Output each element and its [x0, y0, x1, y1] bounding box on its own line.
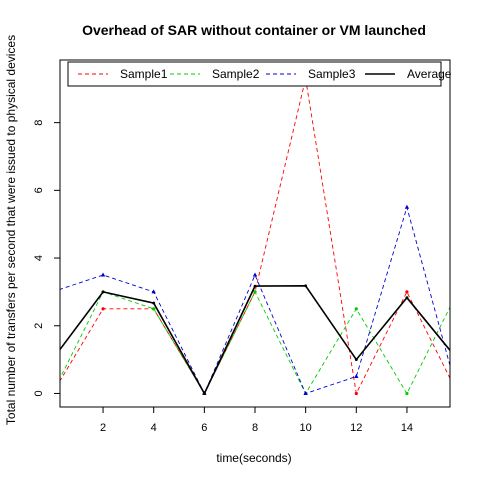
- series-line-sample1: [60, 78, 450, 395]
- plot-frame: [59, 59, 451, 408]
- x-tick-label: 14: [401, 422, 413, 434]
- data-point-sample2: [152, 307, 156, 311]
- data-point-average: [101, 290, 105, 294]
- x-tick-label: 4: [151, 422, 157, 434]
- y-tick-label: 4: [33, 255, 45, 261]
- series-line-sample3: [60, 205, 450, 395]
- data-point-sample3: [100, 272, 106, 277]
- data-point-sample1: [101, 307, 105, 311]
- data-point-average: [253, 284, 257, 288]
- y-tick-label: 8: [33, 120, 45, 126]
- data-point-average: [405, 296, 409, 300]
- y-axis: 0 2 4 6 8: [33, 120, 60, 397]
- x-axis-label: time(seconds): [216, 451, 291, 465]
- data-point-sample3: [354, 374, 359, 379]
- data-point-sample2: [405, 391, 409, 396]
- legend-label-sample2: Sample2: [212, 67, 260, 81]
- data-point-average: [304, 284, 308, 288]
- x-tick-label: 10: [300, 422, 312, 434]
- data-point-sample2: [354, 307, 358, 311]
- x-tick-label: 8: [252, 422, 258, 434]
- data-point-sample1: [405, 290, 409, 294]
- x-tick-label: 12: [350, 422, 362, 434]
- y-axis-label: Total number of transfers per second tha…: [4, 35, 18, 425]
- data-point-sample3: [151, 289, 156, 294]
- legend: Sample1 Sample2 Sample3 Average: [67, 61, 452, 87]
- x-tick-label: 6: [201, 422, 207, 434]
- chart-title: Overhead of SAR without container or VM …: [82, 22, 426, 38]
- data-point-sample1: [354, 391, 358, 396]
- legend-label-average: Average: [407, 67, 452, 81]
- y-tick-label: 0: [33, 390, 45, 396]
- data-point-sample2: [253, 290, 257, 294]
- series-line-average: [60, 284, 450, 396]
- data-point-sample3: [404, 204, 410, 209]
- data-point-average: [152, 301, 156, 305]
- x-axis: 2 4 6 8 10 12 14: [100, 407, 413, 434]
- y-tick-label: 2: [33, 323, 45, 329]
- data-point-sample3: [303, 390, 308, 395]
- x-tick-label: 2: [100, 422, 106, 434]
- legend-label-sample1: Sample1: [120, 67, 168, 81]
- data-point-average: [202, 392, 206, 395]
- data-point-average: [354, 358, 358, 362]
- series-layer: [60, 77, 450, 396]
- y-tick-label: 6: [33, 187, 45, 193]
- series-line-sample2: [60, 290, 450, 395]
- data-point-sample3: [252, 272, 258, 277]
- legend-label-sample3: Sample3: [308, 67, 356, 81]
- legend-box: [67, 61, 442, 87]
